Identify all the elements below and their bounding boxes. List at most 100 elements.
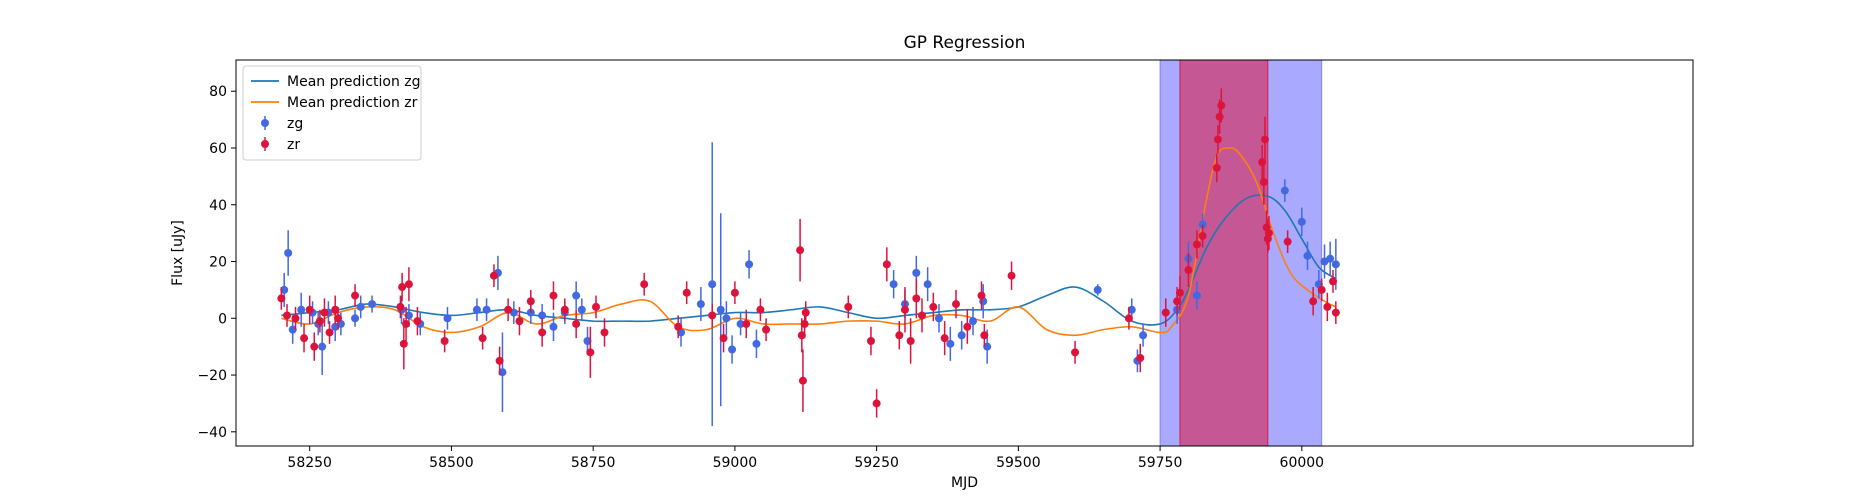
data-point-zr (495, 346, 504, 376)
data-point-zr (526, 289, 535, 313)
marker (934, 314, 943, 323)
data-point-zr (398, 272, 407, 302)
data-point-zr (1329, 270, 1338, 293)
data-point-zr (756, 298, 765, 322)
data-point-zr (719, 323, 728, 353)
marker (591, 302, 600, 311)
marker (280, 285, 289, 294)
data-point-zg (351, 309, 360, 327)
data-point-zg (979, 284, 988, 319)
data-point-zr (404, 267, 413, 302)
data-point-zr (980, 323, 989, 347)
data-point-zg (1303, 241, 1312, 271)
data-point-zr (586, 326, 595, 378)
marker (1192, 240, 1201, 249)
data-point-zr (440, 329, 449, 353)
y-tick-label: 60 (209, 141, 227, 157)
data-point-zr (1124, 306, 1133, 330)
data-point-zg (934, 304, 943, 333)
marker (291, 314, 300, 323)
marker (889, 280, 898, 289)
x-tick-label: 60000 (1280, 455, 1325, 471)
data-point-zg (957, 321, 966, 350)
data-point-zr (396, 295, 405, 319)
marker (796, 246, 805, 255)
marker (900, 305, 909, 314)
data-point-zr (600, 318, 609, 347)
data-point-zr (1317, 278, 1326, 302)
data-point-zr (801, 301, 810, 324)
data-point-zr (708, 304, 717, 327)
legend-label: Mean prediction zg (287, 74, 421, 90)
marker (1093, 285, 1102, 294)
data-point-zr (1212, 153, 1221, 183)
data-point-zr (478, 326, 487, 350)
marker (1331, 308, 1340, 317)
marker (404, 280, 413, 289)
marker (752, 339, 761, 348)
marker (297, 305, 306, 314)
marker (472, 305, 481, 314)
legend-entry: zr (261, 137, 300, 153)
marker (515, 317, 524, 326)
x-tick-label: 59250 (854, 455, 899, 471)
marker (1283, 237, 1292, 246)
marker (762, 325, 771, 334)
data-point-zr (1309, 287, 1318, 316)
y-tick-label: −20 (197, 368, 227, 384)
data-point-zr (1259, 159, 1268, 205)
marker (305, 305, 314, 314)
data-point-zr (320, 298, 329, 327)
data-point-zr (730, 281, 739, 305)
marker (443, 314, 452, 323)
marker (946, 339, 955, 348)
marker (300, 334, 309, 343)
marker (951, 300, 960, 309)
x-tick-label: 59500 (996, 455, 1041, 471)
data-point-zr (906, 318, 915, 364)
data-point-zr (882, 247, 891, 282)
marker (1161, 308, 1170, 317)
shaded-region-1 (1179, 59, 1269, 447)
marker (318, 342, 327, 351)
marker (882, 260, 891, 269)
data-point-zg (482, 298, 491, 322)
data-point-zr (929, 292, 938, 322)
marker (600, 328, 609, 337)
data-point-zg (1280, 179, 1289, 202)
marker (980, 331, 989, 340)
marker (1212, 163, 1221, 172)
marker (872, 399, 881, 408)
y-tick-label: 20 (209, 255, 227, 271)
marker (1215, 112, 1224, 121)
data-point-zr (742, 309, 751, 339)
marker (331, 305, 340, 314)
marker (745, 260, 754, 269)
marker (923, 280, 932, 289)
marker (526, 297, 535, 306)
y-axis-label: Flux [uJy] (170, 220, 186, 286)
data-point-zr (325, 321, 334, 344)
marker (288, 325, 297, 334)
x-tick-label: 58750 (571, 455, 616, 471)
marker (1280, 186, 1289, 195)
marker (798, 376, 807, 385)
x-tick-label: 59750 (1138, 455, 1183, 471)
marker (320, 308, 329, 317)
legend-label: zr (287, 137, 300, 153)
data-point-zr (1192, 230, 1201, 259)
data-point-zr (504, 298, 513, 322)
data-point-zr (796, 218, 805, 282)
data-point-zr (1260, 116, 1269, 163)
data-point-zr (291, 306, 300, 330)
marker (1007, 271, 1016, 280)
marker (906, 336, 915, 345)
legend: Mean prediction zg Mean prediction zr zg zr (242, 65, 422, 161)
marker (1309, 297, 1318, 306)
data-point-zr (866, 326, 875, 356)
marker (1297, 217, 1306, 226)
data-point-zr (1161, 298, 1170, 327)
data-point-zr (1136, 343, 1145, 373)
y-tick-label: 0 (218, 311, 227, 327)
marker (1329, 277, 1338, 286)
